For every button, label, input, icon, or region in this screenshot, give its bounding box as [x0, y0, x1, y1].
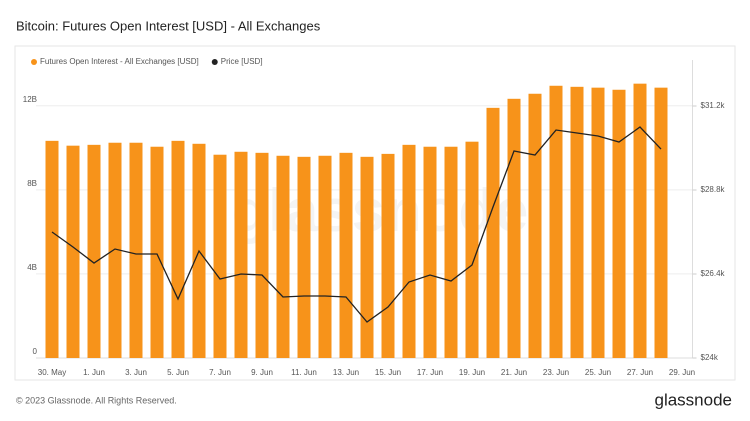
- bar: [486, 107, 500, 358]
- bar: [318, 155, 332, 358]
- legend-label: Price [USD]: [221, 57, 263, 66]
- y2-tick-label: $31.2k: [701, 101, 726, 110]
- x-tick-label: 29. Jun: [669, 368, 695, 377]
- y-tick-label: 0: [33, 347, 38, 356]
- bar: [570, 86, 584, 359]
- bar: [66, 145, 80, 358]
- legend-label: Futures Open Interest - All Exchanges [U…: [40, 57, 199, 66]
- bar: [465, 141, 479, 358]
- y-tick-label: 12B: [23, 95, 37, 104]
- bar: [171, 140, 185, 358]
- bar: [45, 140, 59, 358]
- bar: [549, 85, 563, 359]
- bar: [381, 153, 395, 358]
- brand: glassnode: [654, 390, 732, 409]
- y2-tick-label: $26.4k: [701, 269, 726, 278]
- bar: [276, 155, 290, 358]
- x-tick-label: 3. Jun: [125, 368, 147, 377]
- bar: [108, 142, 122, 358]
- bar: [234, 151, 248, 358]
- x-tick-label: 25. Jun: [585, 368, 611, 377]
- x-tick-label: 15. Jun: [375, 368, 401, 377]
- x-tick-label: 27. Jun: [627, 368, 653, 377]
- x-tick-label: 17. Jun: [417, 368, 443, 377]
- y-tick-label: 4B: [27, 263, 37, 272]
- bar: [654, 87, 668, 359]
- bar: [213, 154, 227, 358]
- legend-marker: [31, 59, 37, 65]
- x-tick-label: 11. Jun: [291, 368, 317, 377]
- x-tick-label: 7. Jun: [209, 368, 231, 377]
- y2-tick-label: $24k: [701, 353, 719, 362]
- bar: [444, 146, 458, 358]
- footer: © 2023 Glassnode. All Rights Reserved.: [16, 395, 177, 405]
- bar: [150, 146, 164, 358]
- x-tick-label: 9. Jun: [251, 368, 273, 377]
- bar: [612, 89, 626, 358]
- bar: [339, 152, 353, 358]
- bar: [528, 93, 542, 358]
- bar: [633, 83, 647, 358]
- x-tick-label: 19. Jun: [459, 368, 485, 377]
- bar: [297, 156, 311, 358]
- legend-marker: [211, 59, 218, 65]
- bar: [591, 87, 605, 359]
- bar: [507, 98, 521, 359]
- y2-tick-label: $28.8k: [701, 185, 726, 194]
- x-tick-label: 30. May: [38, 368, 66, 377]
- price-line: [51, 126, 662, 323]
- x-tick-label: 23. Jun: [543, 368, 569, 377]
- x-tick-label: 21. Jun: [501, 368, 527, 377]
- bar: [255, 152, 269, 358]
- x-tick-label: 5. Jun: [167, 368, 189, 377]
- bar: [423, 146, 437, 358]
- x-tick-label: 1. Jun: [83, 368, 105, 377]
- x-tick-label: 13. Jun: [333, 368, 359, 377]
- bar: [360, 156, 374, 358]
- y-tick-label: 8B: [27, 179, 37, 188]
- chart-title: Bitcoin: Futures Open Interest [USD] - A…: [16, 18, 321, 33]
- bar: [402, 144, 416, 358]
- bar: [87, 144, 101, 358]
- bar: [129, 142, 143, 358]
